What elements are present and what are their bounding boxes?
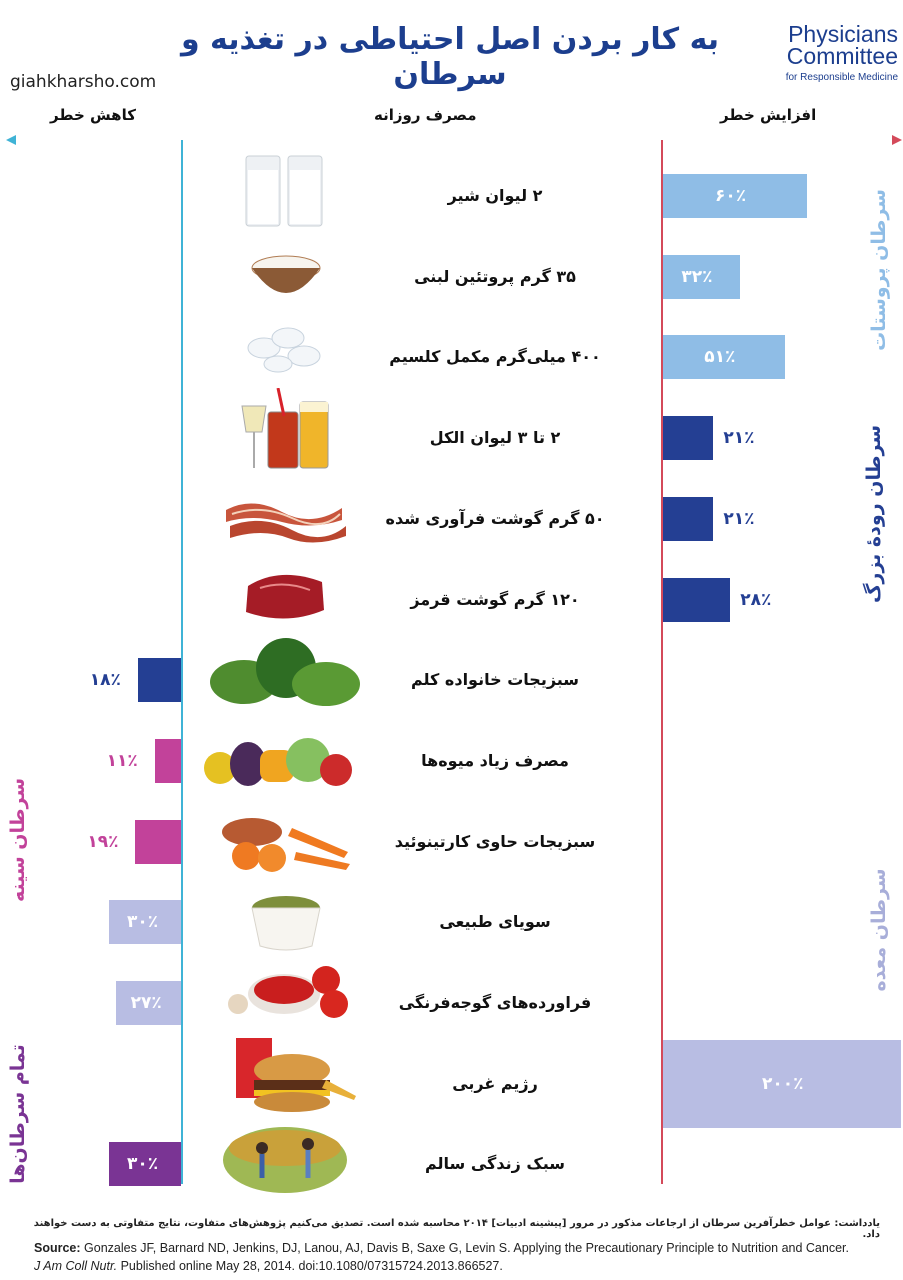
bar-value-label: ۲۷٪ (130, 993, 162, 1013)
bar (109, 1142, 181, 1187)
logo-line2: Committee (786, 43, 898, 69)
group-label-all-cancers: تمام سرطان‌ها (7, 1044, 29, 1184)
bar-value-label: ۳۲٪ (681, 266, 713, 287)
logo: Physicians Committee for Responsible Med… (766, 22, 898, 86)
bar (663, 1039, 901, 1128)
bar-value-label: ۵۱٪ (704, 347, 736, 368)
bar-value-label: ۲۱٪ (723, 508, 755, 529)
source-line2: J Am Coll Nutr. Published online May 28,… (34, 1259, 503, 1273)
row-label: سبزیجات حاوی کارتینوئید (394, 831, 596, 851)
bar (663, 254, 740, 299)
healthy-lifestyle-icon (223, 1127, 347, 1193)
row-label: ۳۵ گرم پروتئین لبنی (414, 266, 576, 286)
row-label: رژیم غربی (452, 1073, 538, 1093)
col-increase-header: افزایش خطر (720, 106, 817, 124)
fruits-icon (204, 738, 352, 786)
cruciferous-vegetables-icon (210, 638, 360, 706)
bar (109, 900, 181, 945)
group-label-prostate: سرطان پروستات (868, 189, 890, 351)
bar (663, 174, 807, 218)
footnote: یادداشت: عوامل خطرآفرین سرطان از ارجاعات… (33, 1218, 880, 1240)
processed-meat-icon (226, 503, 346, 543)
group-label-stomach: سرطان معده (868, 868, 890, 992)
milk-glasses-icon (245, 155, 323, 227)
dairy-bowl-icon (251, 255, 321, 293)
bar-value-label: ۲۸٪ (740, 589, 772, 610)
soybeans-bowl-icon (251, 896, 321, 951)
source-label: Source: (34, 1241, 81, 1255)
carotenoid-vegetables-icon (222, 818, 350, 872)
row-label: ۵۰ گرم گوشت فرآوری شده (385, 508, 605, 528)
alcohol-drinks-icon (241, 388, 329, 469)
row-label: ۱۲۰ گرم گوشت قرمز (410, 589, 580, 609)
row-label: مصرف زیاد میوه‌ها (421, 750, 569, 770)
source-text: Gonzales JF, Barnard ND, Jenkins, DJ, La… (80, 1241, 849, 1255)
baseline-increase (661, 140, 663, 1184)
bar-value-label: ۳۰٪ (127, 1154, 159, 1175)
red-meat-icon (246, 574, 324, 619)
source-line1: Source: Gonzales JF, Barnard ND, Jenkins… (34, 1241, 849, 1255)
bar (663, 577, 731, 622)
row-label: سویای طبیعی (439, 912, 551, 932)
bar-value-label: ۳۰٪ (127, 912, 159, 933)
bar (663, 335, 786, 380)
group-label-colorectal: سرطان رودۀ بزرگ (863, 424, 885, 604)
col-decrease-header: کاهش خطر (50, 106, 136, 124)
row-label: ۲ لیوان شیر (447, 186, 543, 205)
baseline-decrease (181, 140, 183, 1184)
logo-line1: Physicians (788, 21, 898, 47)
group-label-breast: سرطان سینه (7, 777, 29, 903)
site-url: giahkharsho.com (10, 72, 157, 92)
bar (116, 981, 181, 1025)
row-label: فراورده‌های گوجه‌فرنگی (398, 993, 592, 1012)
row-label: ۲ تا ۳ لیوان الکل (429, 428, 561, 448)
page-title: به کار بردن اصل احتیاطی در تغذیه و سرطان (180, 22, 720, 92)
bar-value-label: ۶۰٪ (715, 186, 747, 206)
row-label: سبک زندگی سالم (424, 1154, 566, 1174)
row-label: سبزیجات خانواده کلم (410, 670, 580, 690)
bar-value-label: ۱۱٪ (106, 750, 138, 771)
bar (137, 658, 181, 703)
bar (154, 738, 181, 783)
row-label: ۴۰۰ میلی‌گرم مکمل کلسیم (389, 347, 601, 367)
source-doi: Published online May 28, 2014. doi:10.10… (117, 1259, 503, 1273)
bar-value-label: ۲۰۰٪ (762, 1073, 804, 1094)
western-diet-icon (236, 1038, 356, 1112)
calcium-pills-icon (247, 327, 321, 373)
journal-name: J Am Coll Nutr. (34, 1259, 118, 1273)
col-daily-header: مصرف روزانه (374, 106, 477, 124)
logo-line3: for Responsible Medicine (785, 72, 898, 83)
risk-axis-arrow (6, 135, 902, 145)
bar (663, 496, 714, 541)
tomato-products-icon (228, 966, 348, 1018)
bar (663, 416, 714, 461)
bar-value-label: ۲۱٪ (723, 428, 755, 449)
bar-value-label: ۱۹٪ (87, 831, 119, 852)
bar (135, 819, 181, 864)
bar-value-label: ۱۸٪ (89, 670, 121, 691)
